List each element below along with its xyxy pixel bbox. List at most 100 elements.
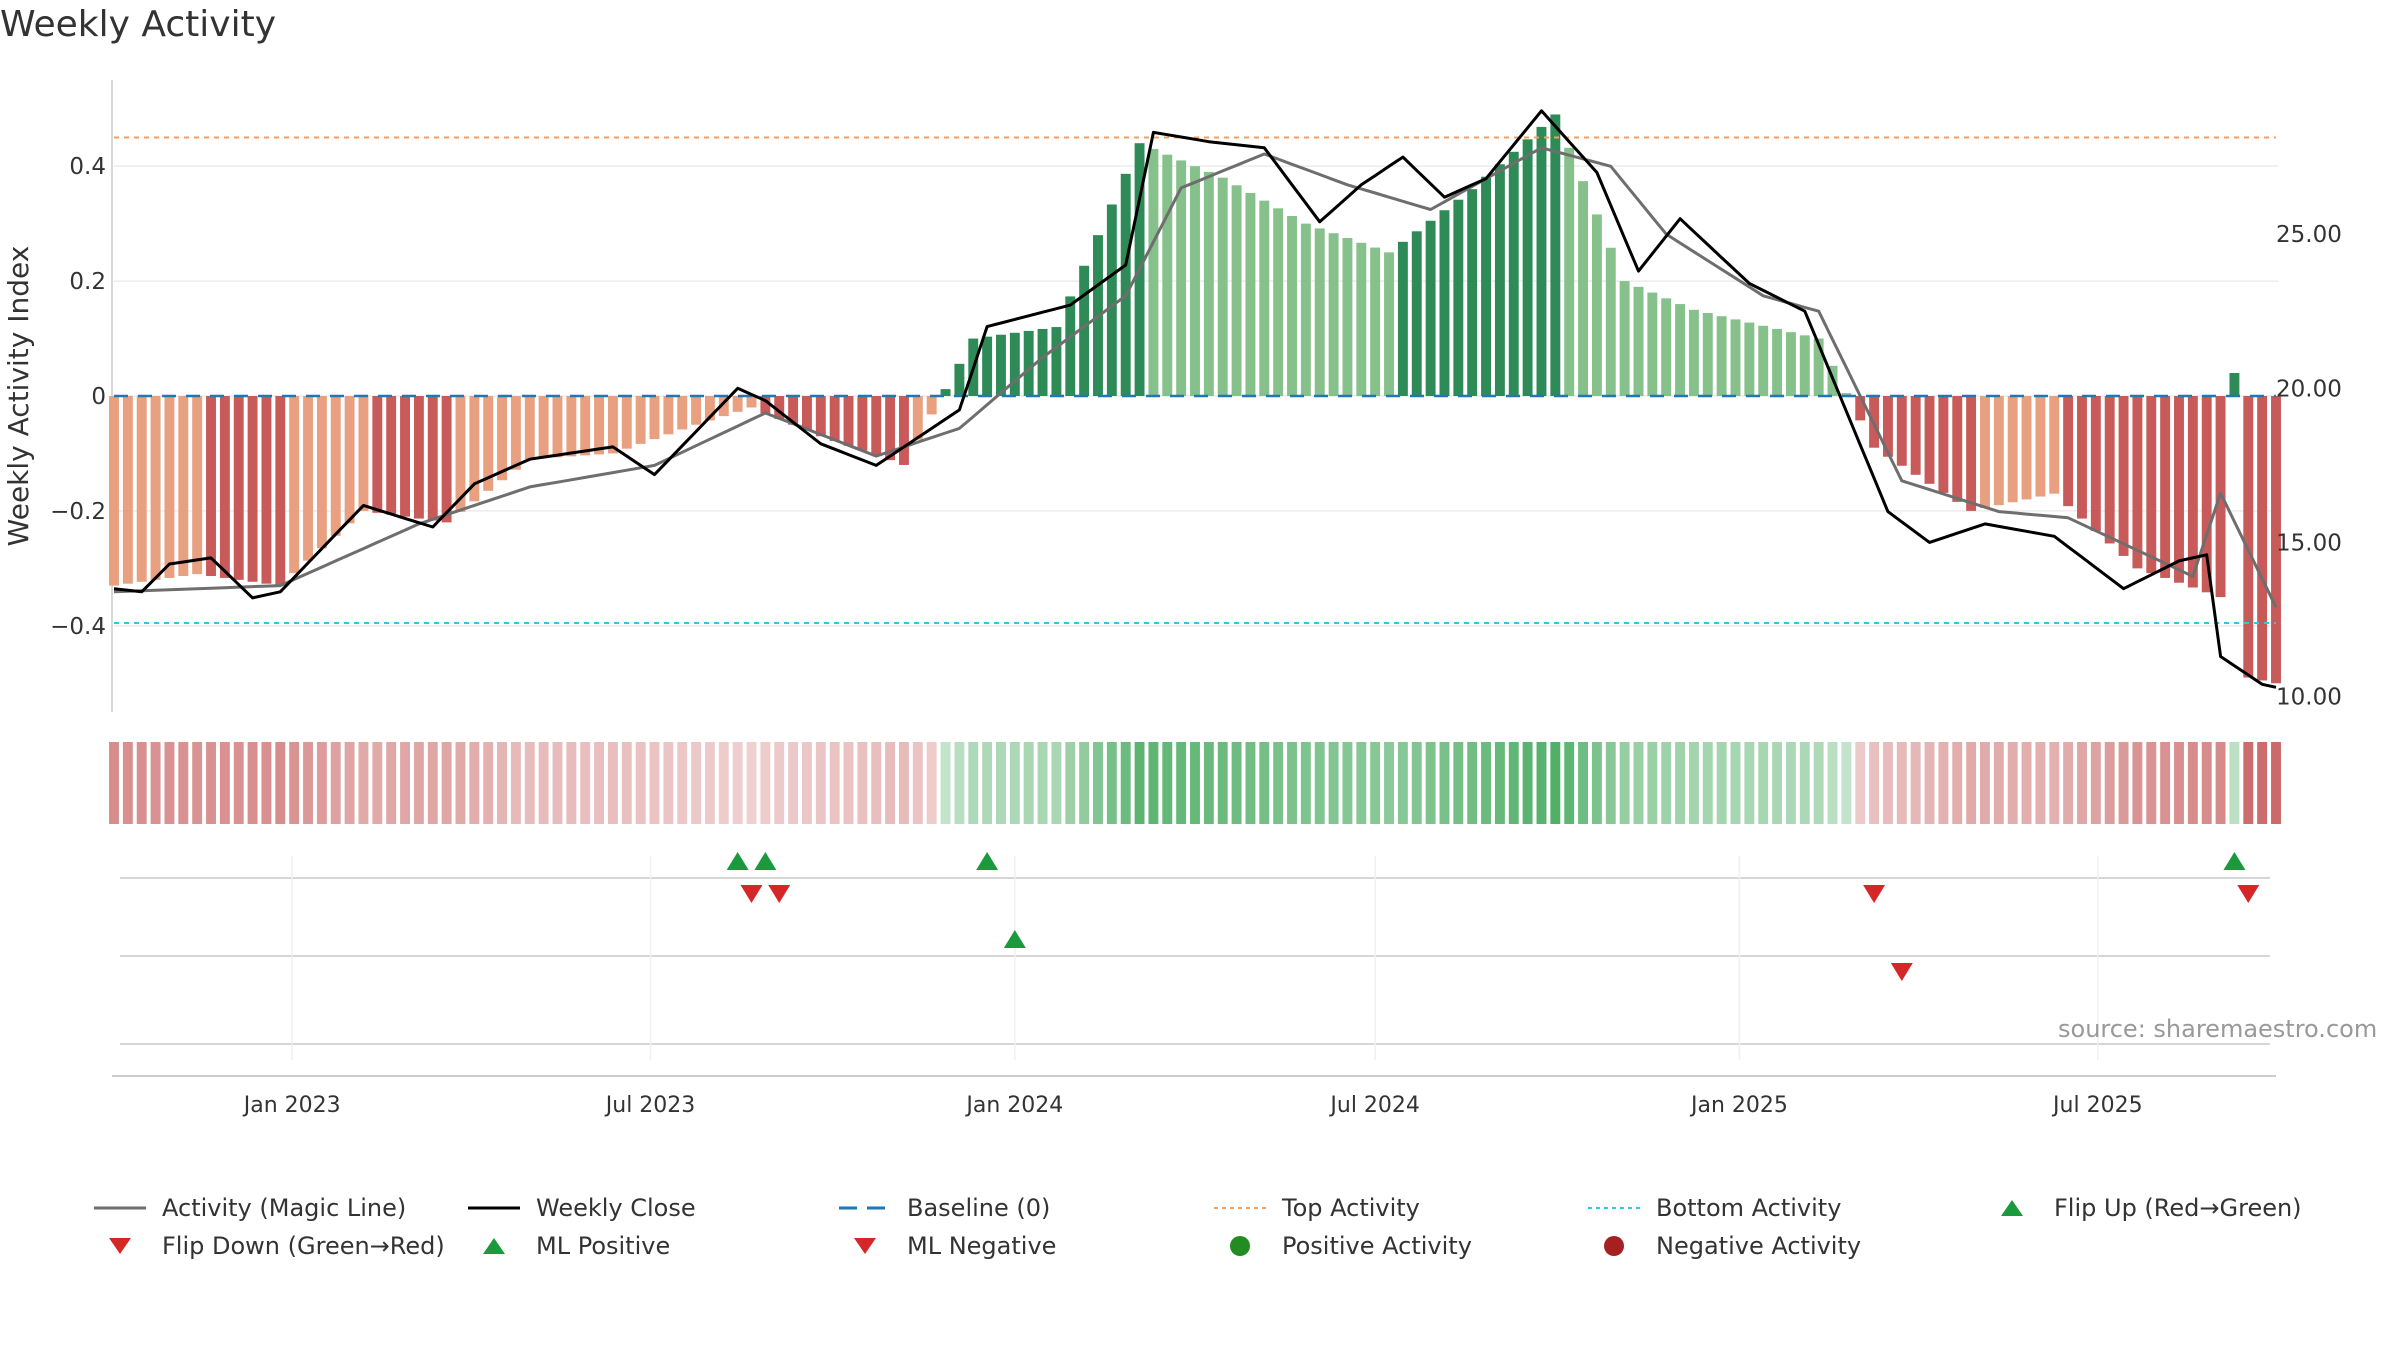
activity-bar: [2063, 396, 2074, 507]
activity-bar: [1467, 189, 1478, 396]
activity-bar: [1453, 199, 1464, 396]
strip-cell: [1522, 742, 1533, 824]
activity-bar: [580, 396, 591, 456]
strip-cell: [1536, 742, 1547, 824]
legend-label: Activity (Magic Line): [162, 1194, 407, 1222]
x-tick-label: Jul 2025: [2051, 1093, 2143, 1118]
strip-cell: [1980, 742, 1990, 824]
strip-cell: [1813, 742, 1824, 824]
activity-bars: [109, 114, 2281, 684]
activity-bar: [899, 396, 909, 465]
activity-bar: [150, 396, 161, 580]
strip-cell: [178, 742, 189, 824]
strip-cell: [483, 742, 494, 824]
strip-cell: [885, 742, 896, 824]
left-tick-label: 0.2: [69, 269, 106, 295]
activity-bar: [1591, 214, 1602, 396]
activity-bar: [2132, 396, 2143, 569]
strip-cell: [261, 742, 272, 824]
activity-bar: [1287, 215, 1297, 396]
strip-cell: [358, 742, 369, 824]
activity-bar: [2174, 396, 2184, 583]
legend-label: Positive Activity: [1282, 1232, 1472, 1260]
activity-bar: [940, 389, 951, 396]
strip-cell: [427, 742, 438, 824]
activity-bar: [1245, 192, 1256, 396]
activity-bar: [358, 396, 369, 511]
strip-cell: [1065, 742, 1076, 824]
activity-bar: [289, 396, 300, 574]
activity-bar: [1079, 265, 1090, 396]
strip-cell: [1425, 742, 1436, 824]
x-tick-label: Jan 2025: [1689, 1093, 1788, 1118]
activity-bar: [1508, 151, 1519, 396]
strip-cell: [801, 742, 812, 824]
activity-bar: [774, 396, 785, 419]
activity-bar: [2271, 396, 2281, 684]
strip-cell: [2229, 742, 2240, 824]
strip-cell: [1882, 742, 1893, 824]
activity-bar: [219, 396, 230, 578]
legend-label: Negative Activity: [1656, 1232, 1862, 1260]
strip-cell: [607, 742, 618, 824]
strip-cell: [1772, 742, 1783, 824]
left-tick-label: −0.4: [50, 614, 106, 640]
activity-bar: [566, 396, 577, 457]
strip-cell: [233, 742, 244, 824]
activity-bar: [1328, 233, 1339, 396]
activity-bar: [1217, 177, 1228, 396]
activity-bar: [788, 396, 799, 425]
activity-bar: [1023, 330, 1034, 396]
activity-bar: [1120, 173, 1131, 396]
flip-up-marker: [2223, 852, 2246, 870]
activity-bar: [1799, 335, 1810, 396]
activity-bar: [2090, 396, 2101, 532]
flip-down-legend-icon: [109, 1238, 131, 1254]
activity-bar: [1342, 238, 1353, 396]
strip-cell: [1688, 742, 1699, 824]
activity-bar: [1910, 396, 1921, 475]
activity-bar: [538, 396, 549, 459]
strip-cell: [1453, 742, 1464, 824]
chart-title: Weekly Activity: [0, 4, 277, 45]
activity-bar: [261, 396, 272, 584]
activity-bar: [1744, 322, 1755, 396]
activity-bar: [1411, 231, 1422, 396]
strip-cell: [774, 742, 785, 824]
strip-cell: [746, 742, 757, 824]
strip-cell: [677, 742, 688, 824]
activity-bar: [1730, 319, 1741, 396]
baseline-legend-icon: [839, 1206, 891, 1210]
activity-bar: [1924, 396, 1935, 484]
strip-cell: [760, 742, 771, 824]
activity-bar: [1522, 139, 1533, 396]
strip-cell: [275, 742, 286, 824]
strip-cell: [1314, 742, 1325, 824]
activity-bar: [2077, 396, 2087, 519]
activity-bar: [1758, 325, 1769, 396]
strip-cell: [1675, 742, 1686, 824]
strip-cell: [1356, 742, 1367, 824]
strip-cell: [1190, 742, 1200, 824]
legend-item-close: Weekly Close: [464, 1191, 696, 1225]
activity-bar: [815, 396, 826, 437]
activity-bar: [510, 396, 521, 470]
activity-bar: [1051, 327, 1062, 396]
activity-bar: [344, 396, 355, 524]
strip-cell: [899, 742, 909, 824]
activity-bar: [1882, 396, 1893, 457]
strip-cell: [649, 742, 660, 824]
activity-bar: [2049, 396, 2060, 494]
legend-label: ML Negative: [907, 1232, 1057, 1260]
weekly-close-line: [113, 109, 2277, 689]
flip-up-marker: [754, 852, 777, 870]
activity-bar: [136, 396, 147, 582]
bottom-legend-icon: [1588, 1207, 1640, 1209]
activity-bar: [885, 396, 896, 461]
activity-bar: [857, 396, 868, 451]
x-tick-label: Jan 2023: [242, 1093, 341, 1118]
activity-bar: [1661, 298, 1672, 396]
left-tick-label: −0.2: [50, 499, 106, 525]
strip-cell: [1342, 742, 1353, 824]
